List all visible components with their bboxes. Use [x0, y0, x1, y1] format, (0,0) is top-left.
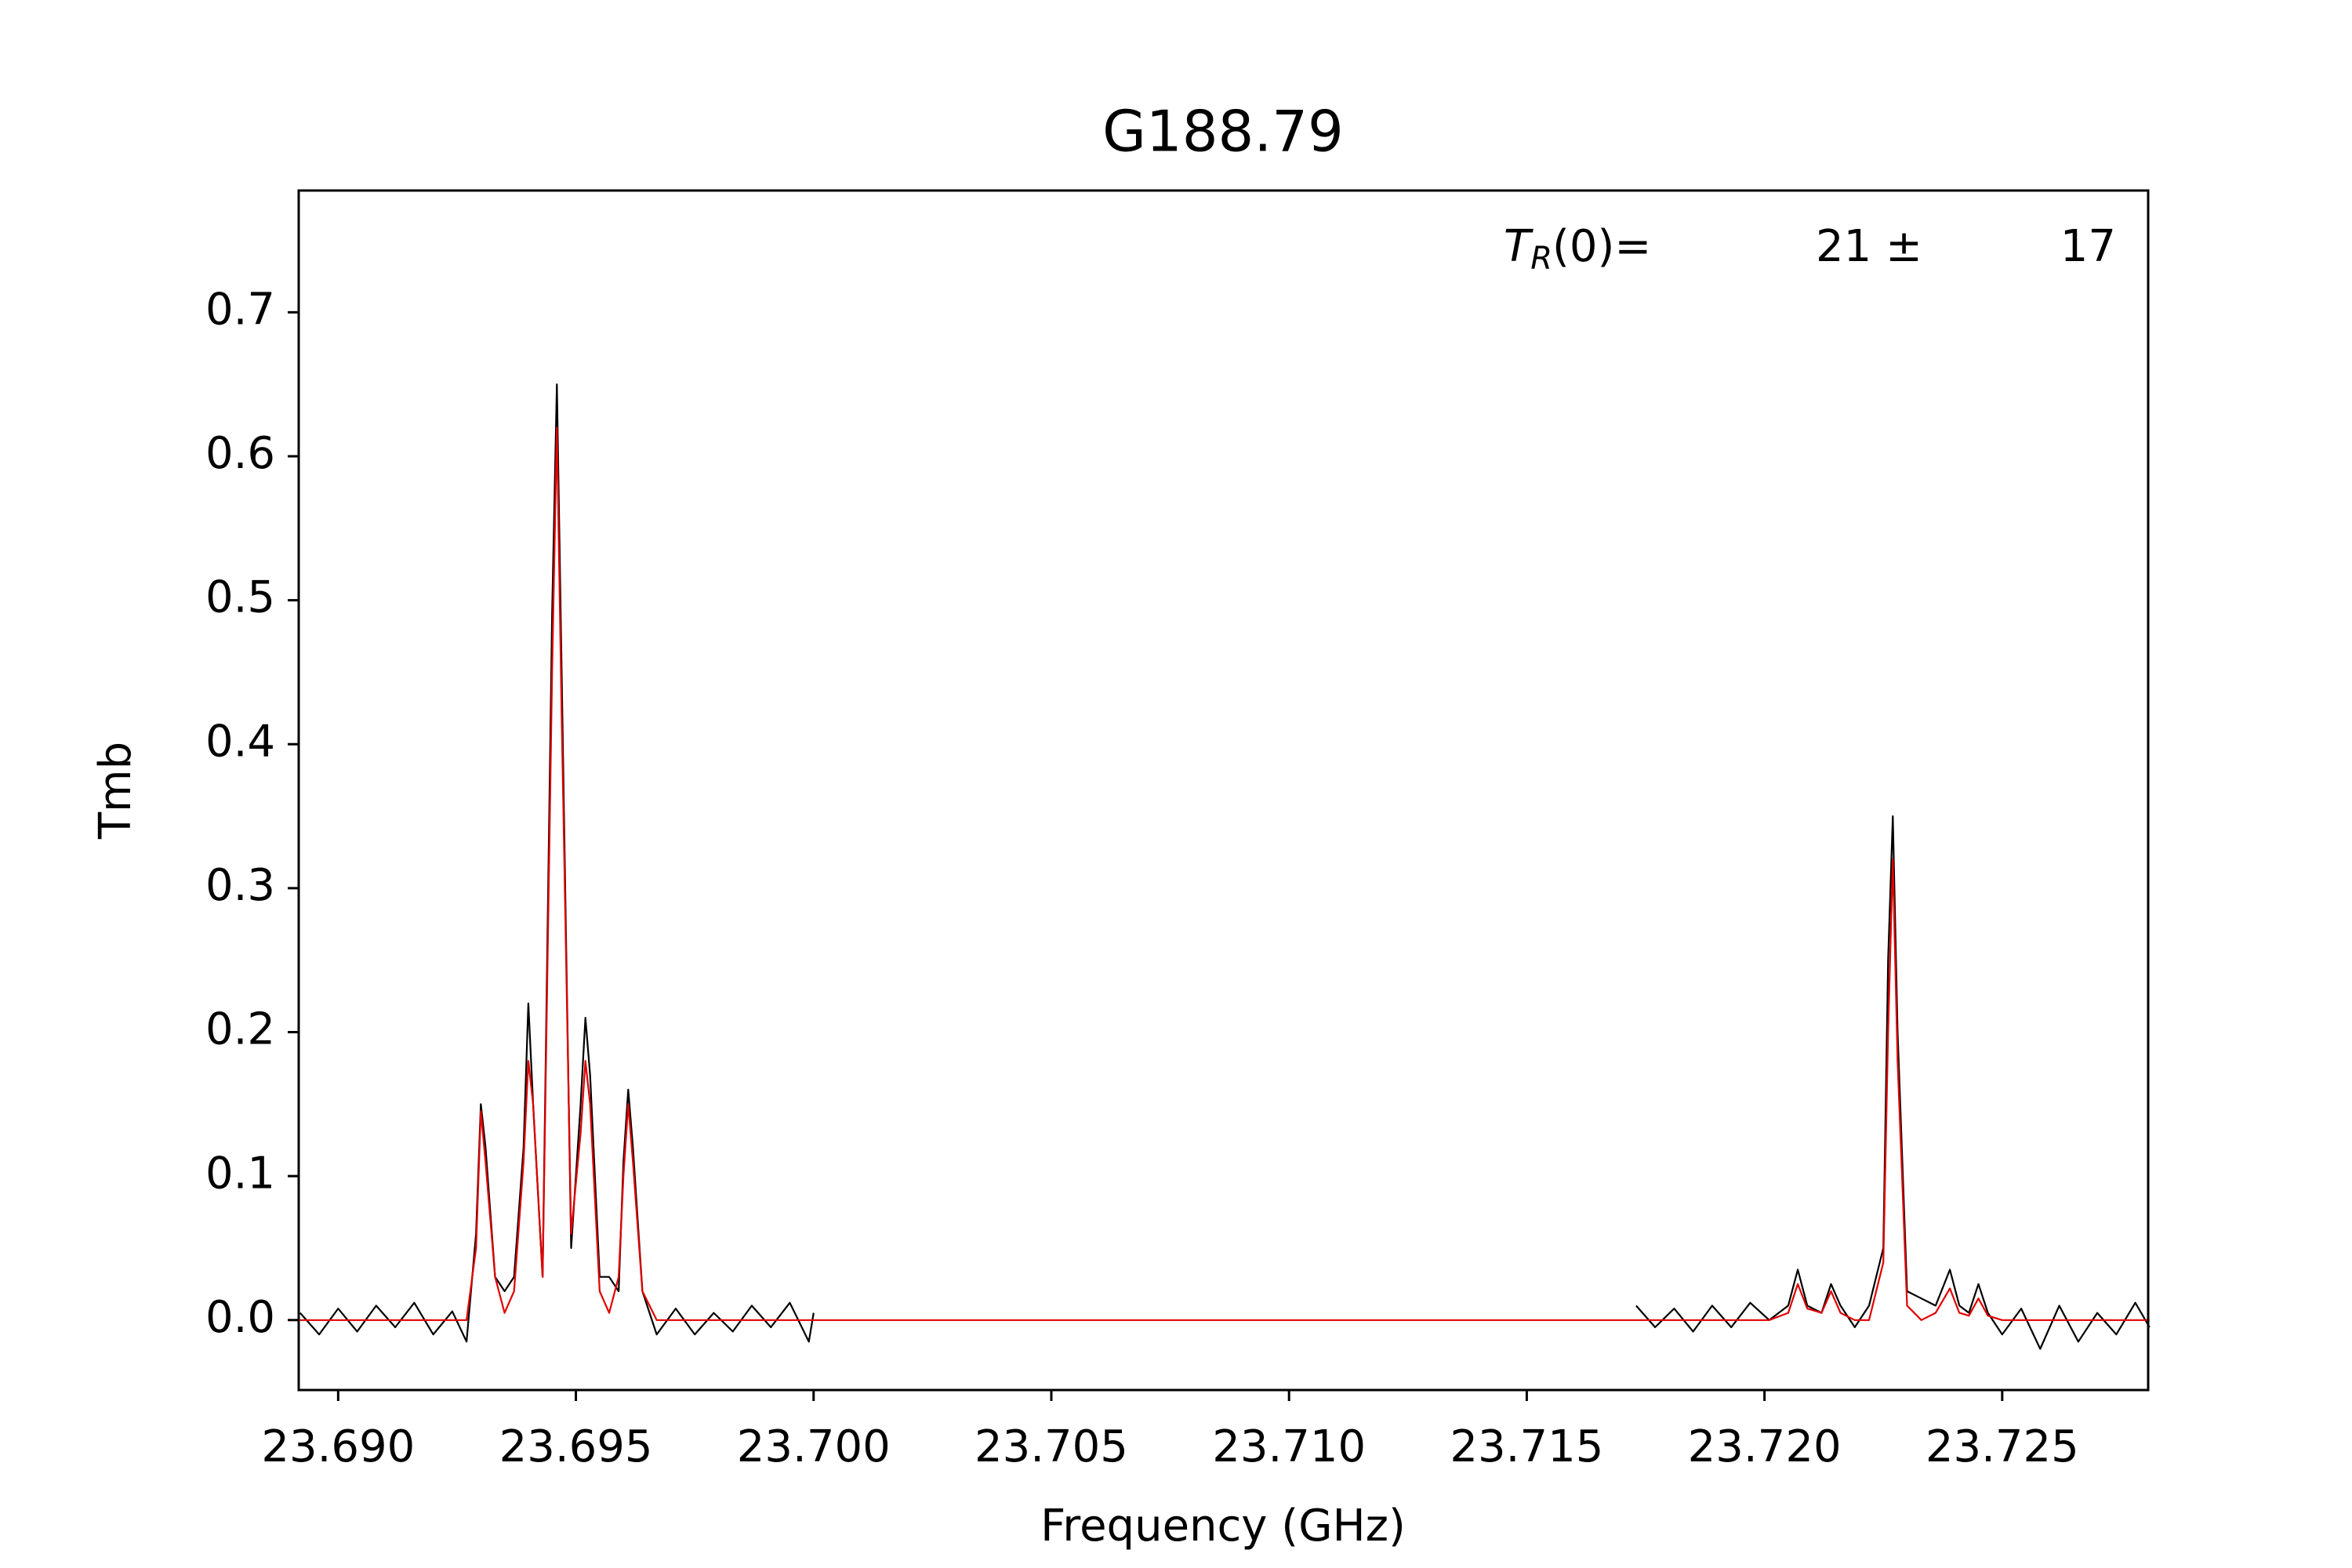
x-tick-label: 23.715: [1450, 1421, 1603, 1472]
annotation-value: 21 ±: [1816, 221, 1922, 272]
y-tick-label: 0.1: [205, 1148, 275, 1199]
y-axis-label: Tmb: [90, 742, 141, 840]
x-tick-label: 23.690: [261, 1421, 415, 1472]
y-tick-label: 0.3: [205, 860, 275, 911]
annotation: TR(0)=: [1504, 221, 1651, 277]
data-line: [1635, 815, 2151, 1350]
x-axis-label: Frequency (GHz): [1040, 1501, 1406, 1552]
y-tick-label: 0.0: [205, 1292, 275, 1343]
x-tick-label: 23.695: [499, 1421, 653, 1472]
chart-title: G188.79: [1102, 99, 1344, 165]
x-tick-label: 23.710: [1212, 1421, 1366, 1472]
y-tick-label: 0.5: [205, 572, 275, 623]
x-tick-label: 23.700: [737, 1421, 891, 1472]
data-line: [299, 426, 2150, 1321]
y-tick-label: 0.2: [205, 1004, 275, 1055]
annotation-suffix: (0)=: [1552, 221, 1651, 272]
x-tick-label: 23.705: [975, 1421, 1128, 1472]
plot-frame: [297, 189, 2150, 1392]
annotation-symbol: T: [1504, 221, 1534, 272]
x-tick-label: 23.725: [1926, 1421, 2079, 1472]
y-tick-label: 0.6: [205, 428, 275, 479]
y-tick-label: 0.7: [205, 284, 275, 335]
annotation-subscript: R: [1530, 241, 1552, 277]
x-tick-label: 23.720: [1688, 1421, 1842, 1472]
annotation-error: 17: [2060, 221, 2116, 272]
y-tick-label: 0.4: [205, 716, 275, 767]
